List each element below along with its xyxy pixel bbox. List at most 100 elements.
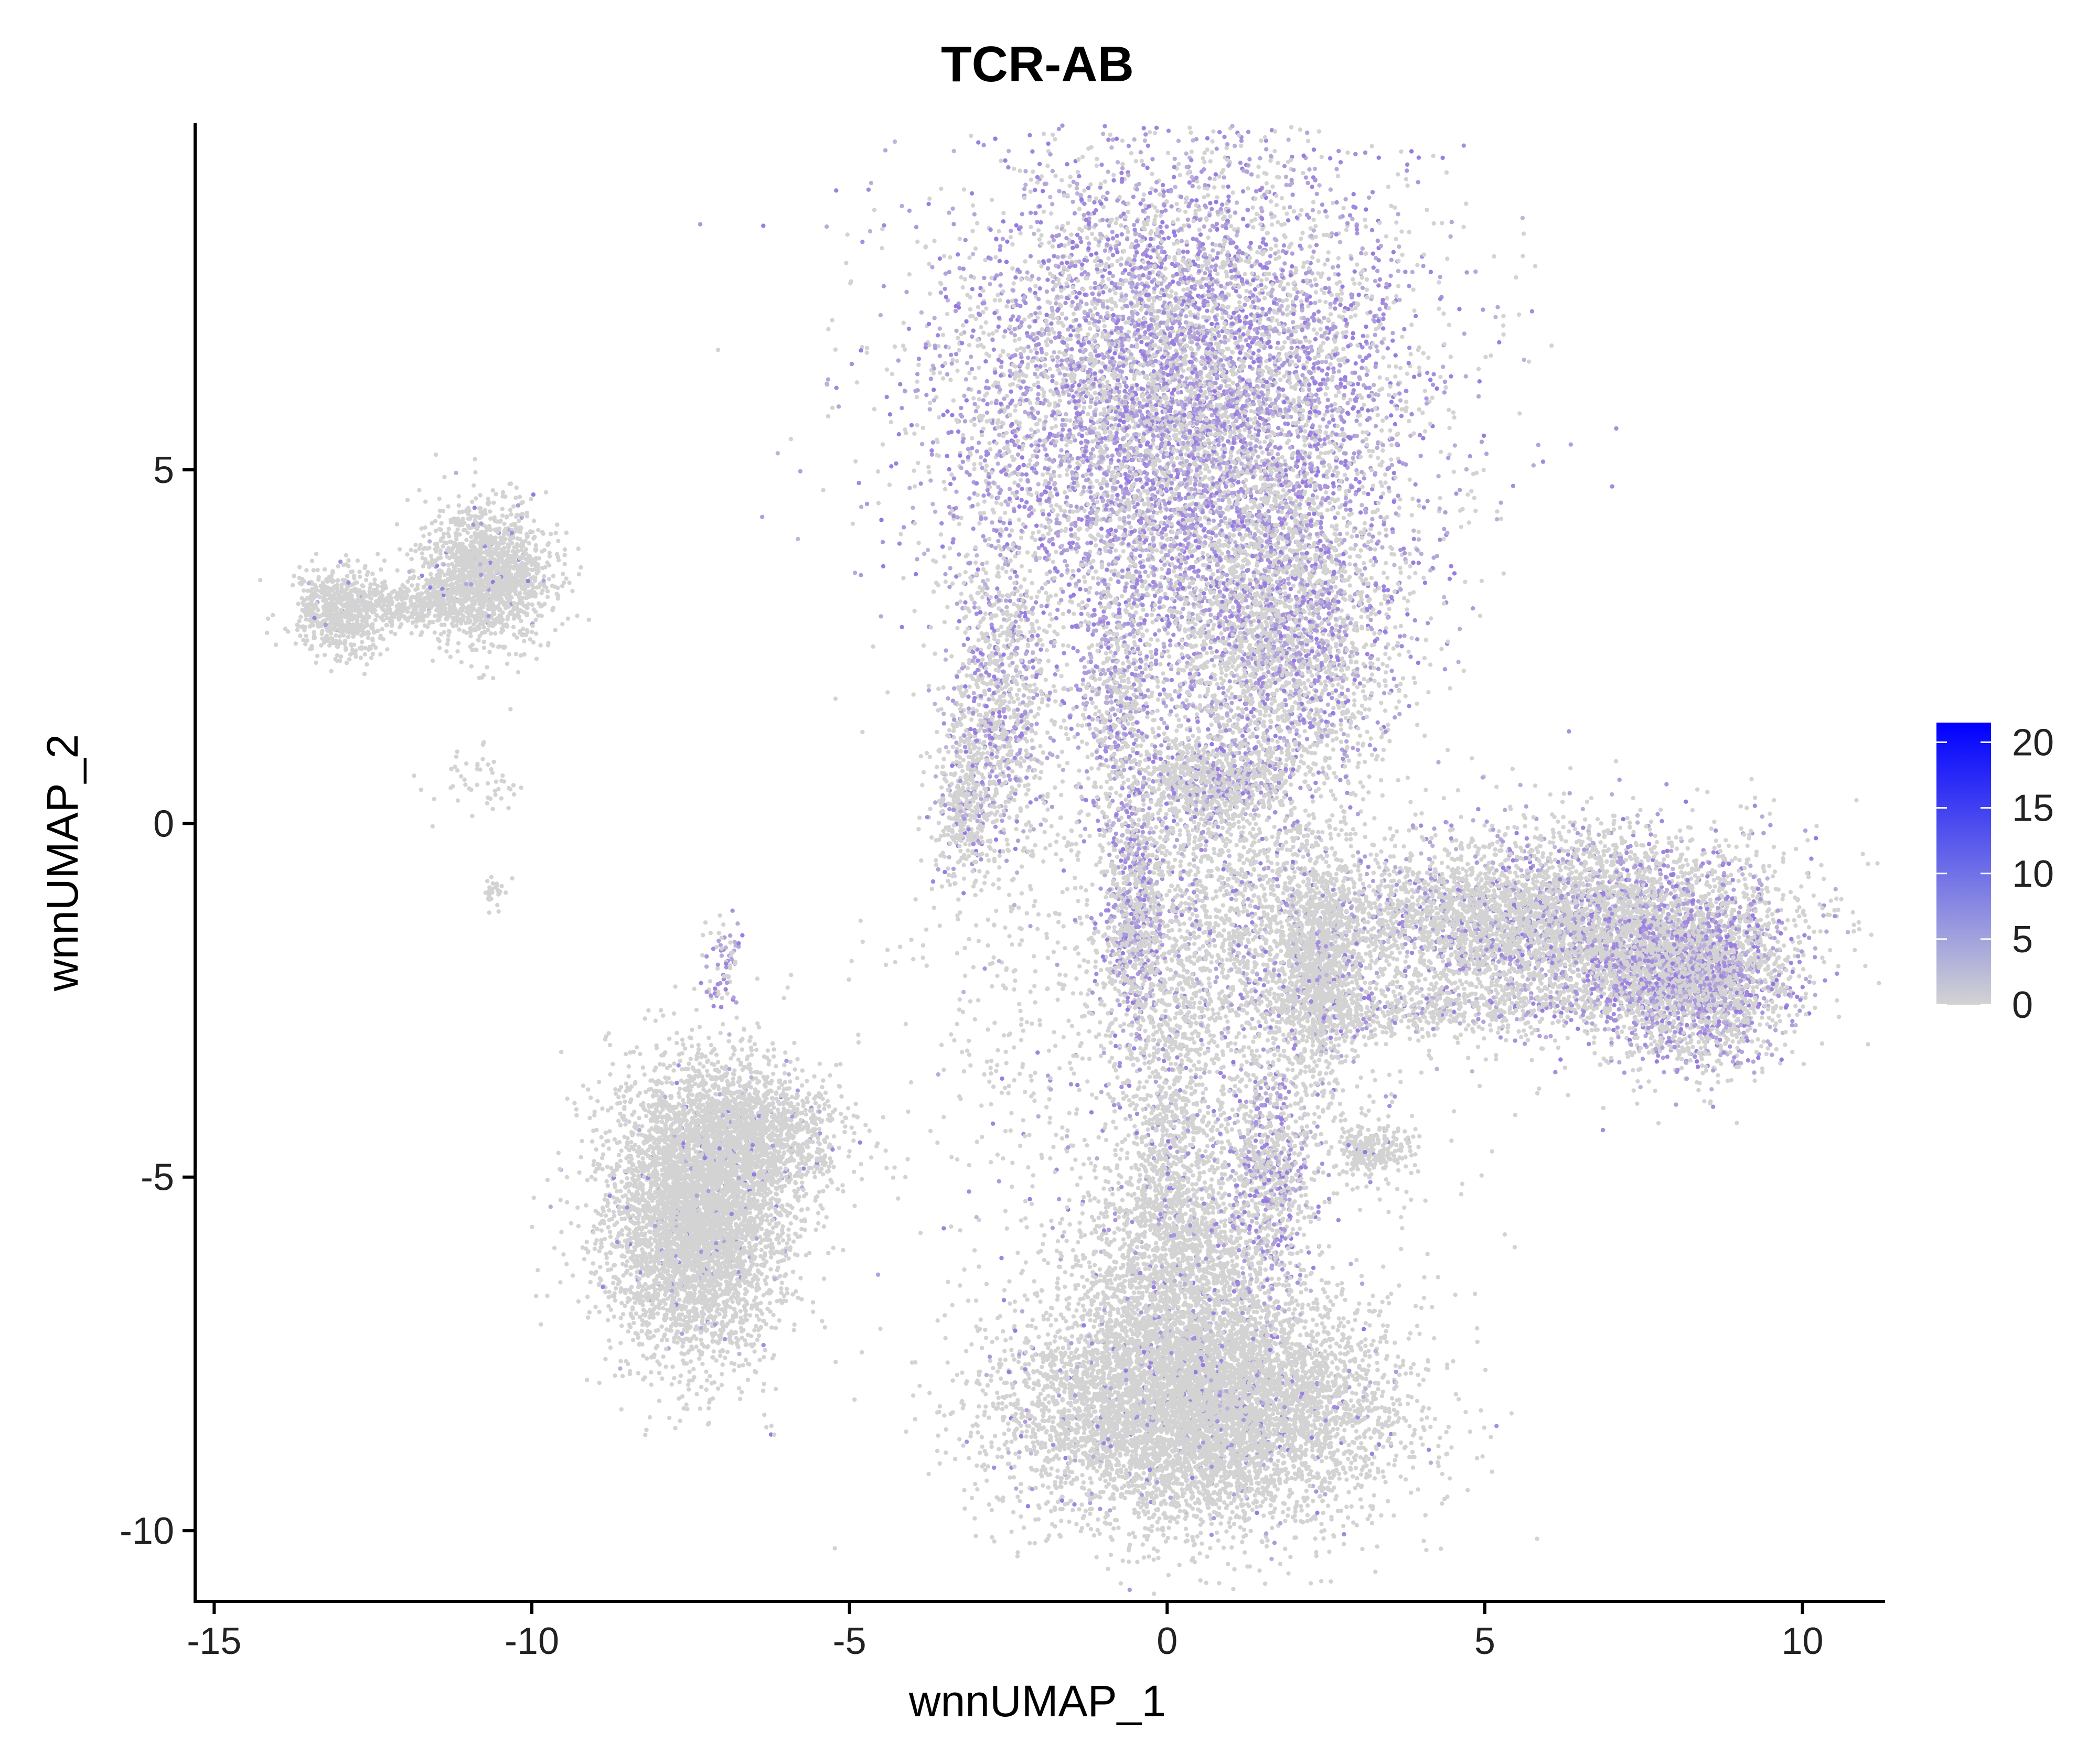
- data-point: [950, 207, 955, 211]
- data-point: [1069, 304, 1074, 308]
- data-point: [1120, 594, 1124, 598]
- data-point: [1220, 202, 1224, 207]
- data-point: [1269, 247, 1273, 251]
- data-point: [881, 564, 885, 568]
- data-point: [900, 625, 904, 629]
- data-point: [1075, 186, 1079, 190]
- data-point: [1423, 580, 1427, 585]
- data-point: [983, 359, 988, 363]
- data-point: [1343, 473, 1347, 477]
- data-point: [1095, 345, 1099, 349]
- data-point: [796, 537, 800, 541]
- data-point: [1425, 371, 1429, 375]
- data-point: [1084, 302, 1088, 306]
- data-point: [1041, 189, 1045, 193]
- data-point: [1231, 605, 1235, 609]
- data-point: [1051, 244, 1055, 249]
- data-point: [1396, 269, 1400, 273]
- data-point: [1385, 296, 1389, 300]
- data-point: [1022, 577, 1026, 582]
- data-point: [1343, 385, 1347, 389]
- data-point: [1541, 459, 1545, 464]
- data-point: [1053, 137, 1057, 141]
- data-point: [1034, 523, 1039, 528]
- data-point: [1309, 431, 1313, 435]
- data-point: [1385, 377, 1389, 381]
- data-point: [1055, 316, 1059, 320]
- data-point: [1090, 292, 1095, 296]
- data-point: [983, 516, 988, 520]
- data-point: [945, 372, 949, 377]
- data-point: [1247, 430, 1251, 434]
- data-point: [1194, 203, 1198, 207]
- data-point: [1088, 586, 1092, 590]
- data-point: [1339, 727, 1343, 732]
- data-point: [1084, 478, 1088, 482]
- data-point: [1325, 372, 1329, 377]
- data-point: [951, 399, 956, 403]
- data-point: [1033, 188, 1037, 192]
- data-point: [1146, 144, 1150, 148]
- data-point: [1451, 410, 1455, 414]
- data-point: [1143, 138, 1147, 143]
- data-point: [1351, 331, 1355, 335]
- data-point: [1614, 426, 1618, 431]
- data-point: [998, 244, 1002, 249]
- data-point: [1199, 523, 1203, 528]
- data-point: [1196, 574, 1200, 578]
- data-point: [1039, 220, 1043, 224]
- data-point: [970, 191, 974, 196]
- data-point: [927, 262, 931, 266]
- data-point: [1031, 169, 1035, 174]
- data-point: [938, 371, 942, 375]
- data-point: [1478, 614, 1482, 618]
- data-point: [1517, 411, 1522, 415]
- data-point: [907, 327, 911, 331]
- data-point: [1522, 231, 1526, 235]
- data-point: [997, 325, 1001, 329]
- data-point: [1482, 434, 1486, 438]
- data-point: [1376, 239, 1380, 243]
- data-point: [1186, 718, 1191, 723]
- data-point: [1006, 165, 1010, 169]
- data-point: [1248, 345, 1252, 349]
- data-point: [1105, 305, 1109, 309]
- data-point: [977, 365, 981, 370]
- data-point: [1123, 589, 1127, 593]
- data-point: [1184, 664, 1189, 669]
- data-point: [1282, 261, 1287, 265]
- data-point: [1103, 249, 1107, 253]
- data-point: [1012, 281, 1016, 285]
- data-point: [945, 312, 949, 316]
- data-point: [830, 318, 834, 322]
- data-point: [1013, 275, 1018, 279]
- data-point: [1096, 243, 1100, 248]
- data-point: [944, 579, 948, 584]
- data-point: [1449, 564, 1453, 568]
- data-point: [1176, 162, 1181, 166]
- data-point: [929, 377, 933, 381]
- data-point: [901, 576, 905, 580]
- data-point: [1055, 364, 1059, 368]
- data-point: [1350, 511, 1354, 515]
- data-point: [1200, 264, 1204, 268]
- data-point: [1336, 272, 1341, 276]
- data-point: [1336, 264, 1340, 268]
- data-point: [1085, 235, 1089, 240]
- data-point: [1047, 241, 1051, 245]
- data-point: [1511, 484, 1515, 488]
- data-point: [1331, 473, 1335, 477]
- data-point: [1091, 622, 1096, 627]
- data-point: [1452, 470, 1456, 474]
- data-point: [1097, 353, 1101, 358]
- data-point: [1371, 252, 1375, 256]
- data-point: [1101, 132, 1105, 136]
- data-point: [946, 696, 950, 701]
- data-point: [1389, 413, 1393, 417]
- data-point: [871, 644, 875, 649]
- data-point: [1351, 205, 1355, 209]
- data-point: [1165, 322, 1169, 326]
- data-point: [1149, 637, 1153, 641]
- data-point: [981, 493, 986, 498]
- data-point: [1419, 454, 1423, 458]
